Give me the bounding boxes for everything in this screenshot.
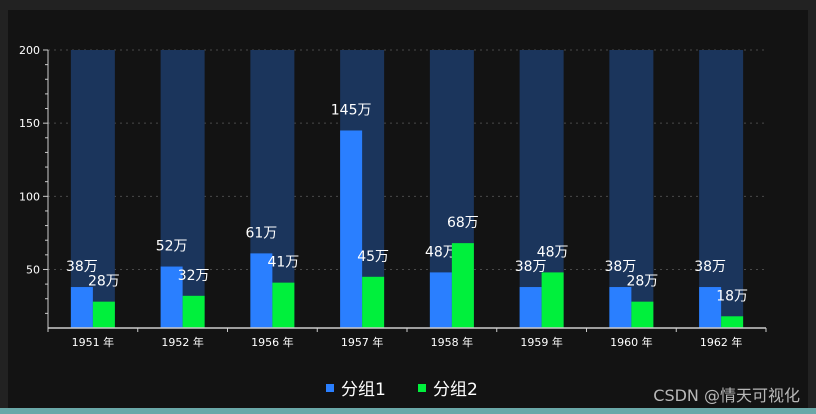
x-tick-label: 1952 年 <box>161 335 204 349</box>
x-tick-label: 1962 年 <box>700 335 743 349</box>
x-tick-label: 1960 年 <box>610 335 653 349</box>
bar-2 <box>182 295 205 328</box>
data-label: 48万 <box>425 244 457 260</box>
bar-2 <box>541 272 564 328</box>
background-bar <box>609 50 654 328</box>
chart-panel: 50 100 150 200 38万 52万 61万 145万 48万 38万 38万 38万 28万 3… <box>8 10 808 408</box>
data-label: 45万 <box>357 249 389 265</box>
x-tick-label: 1951 年 <box>72 335 115 349</box>
bar-2 <box>721 316 744 328</box>
data-label: 32万 <box>178 268 210 284</box>
y-tick-label: 50 <box>26 263 40 276</box>
bar-2 <box>92 301 115 328</box>
data-label: 28万 <box>626 274 658 290</box>
watermark: CSDN @情天可视化 <box>653 386 800 405</box>
x-tick-label: 1959 年 <box>520 335 563 349</box>
bar-2 <box>362 276 385 328</box>
bar-1 <box>250 253 273 328</box>
bar-1 <box>340 130 363 328</box>
bottom-strip <box>0 408 816 414</box>
bar-1 <box>70 287 93 328</box>
y-tick-label: 100 <box>19 190 40 203</box>
y-tick-label: 200 <box>19 44 40 57</box>
legend-swatch <box>326 384 334 392</box>
bar-1 <box>429 272 452 328</box>
data-label: 28万 <box>88 274 120 290</box>
data-label: 61万 <box>245 225 277 241</box>
data-label: 41万 <box>267 255 299 271</box>
bar-2 <box>272 282 295 328</box>
bar-2 <box>451 243 474 328</box>
data-label: 38万 <box>66 259 98 275</box>
data-label: 38万 <box>694 259 726 275</box>
data-label: 18万 <box>716 288 748 304</box>
data-label: 38万 <box>604 259 636 275</box>
data-label: 52万 <box>156 239 188 255</box>
bar-1 <box>519 287 542 328</box>
background-bar <box>70 50 115 328</box>
bar-2 <box>631 301 654 328</box>
bar-1 <box>699 287 722 328</box>
bar-1 <box>609 287 632 328</box>
data-label: 48万 <box>537 244 569 260</box>
data-label: 68万 <box>447 215 479 231</box>
legend-label: 分组1 <box>341 380 386 400</box>
legend-label: 分组2 <box>433 380 478 400</box>
background-bar <box>699 50 744 328</box>
x-tick-label: 1958 年 <box>431 335 474 349</box>
bar-1 <box>160 266 183 328</box>
data-label: 38万 <box>515 259 547 275</box>
x-tick-label: 1956 年 <box>251 335 294 349</box>
y-tick-label: 150 <box>19 117 40 130</box>
legend-swatch <box>418 384 426 392</box>
x-tick-label: 1957 年 <box>341 335 384 349</box>
data-label: 145万 <box>331 102 372 118</box>
